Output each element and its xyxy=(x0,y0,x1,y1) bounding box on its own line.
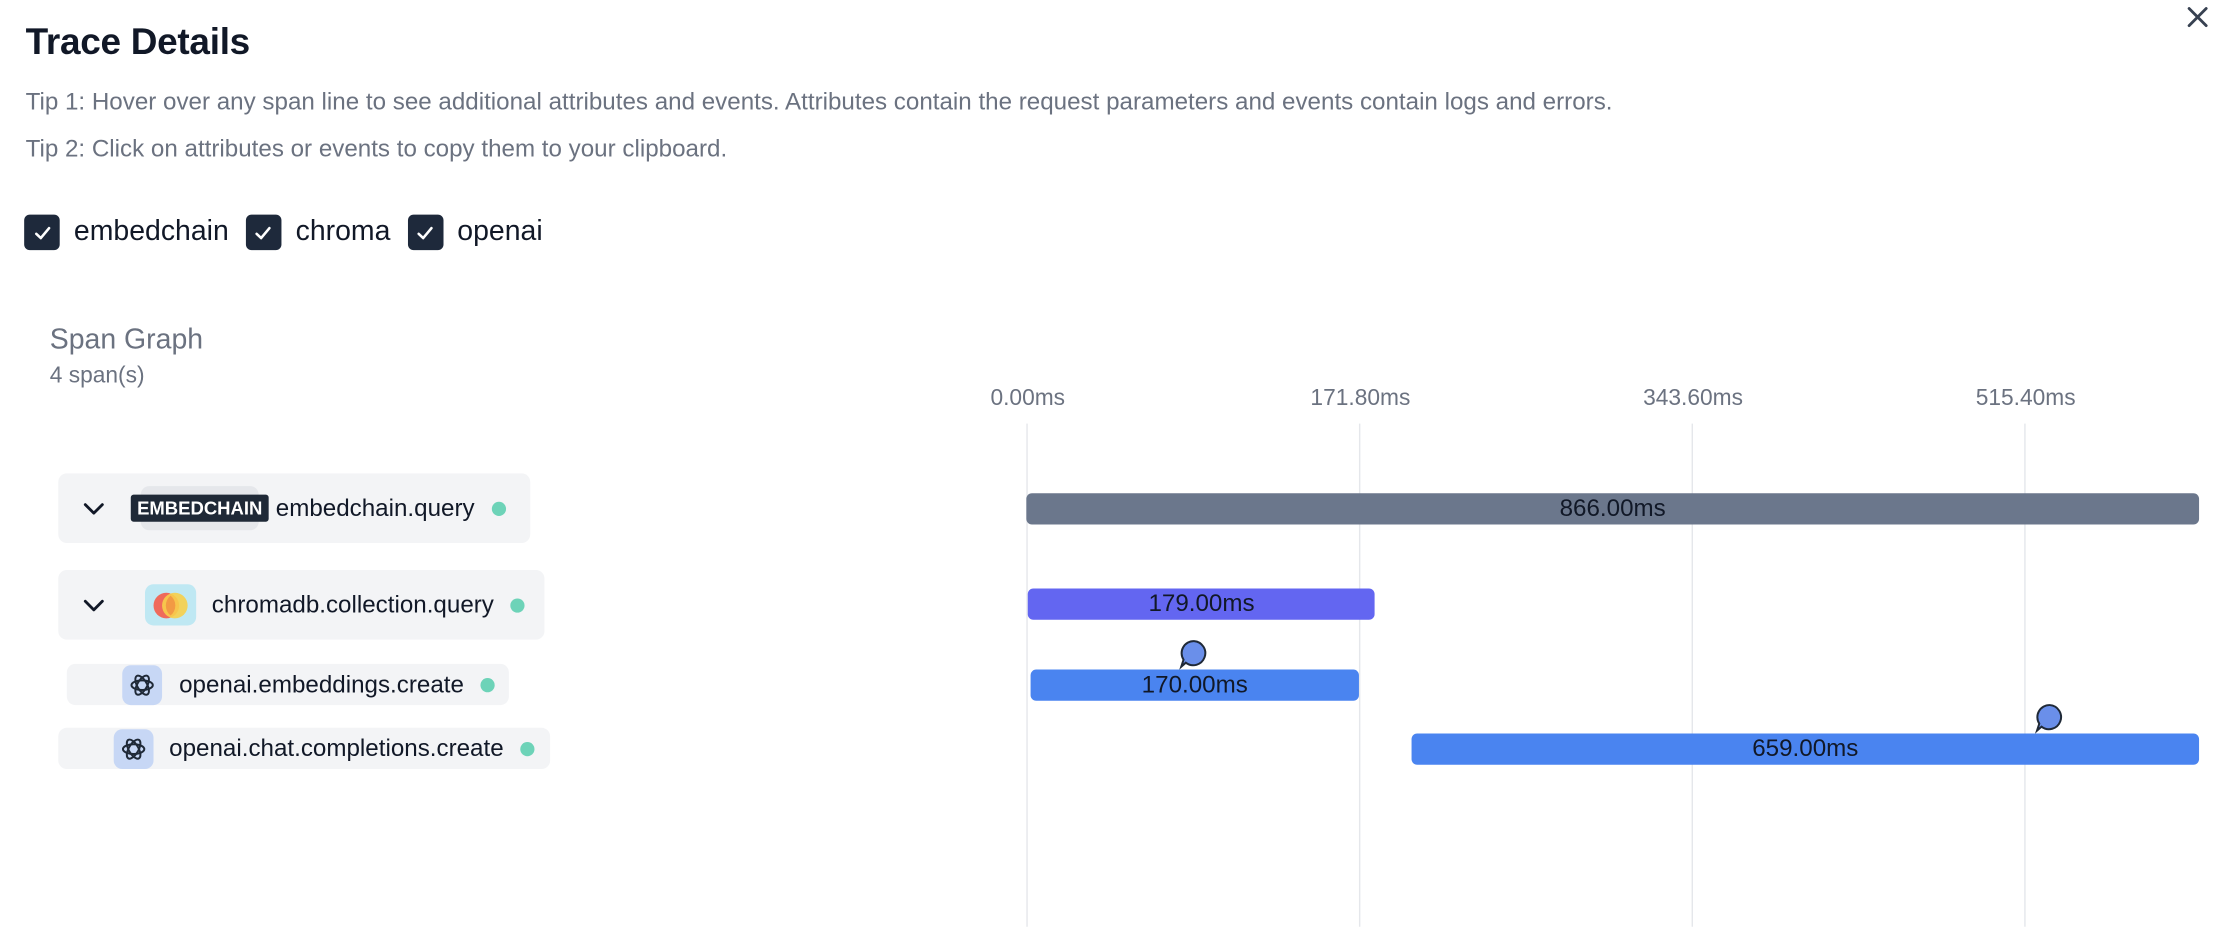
status-dot xyxy=(520,741,535,756)
span-row-openai-chat[interactable]: openai.chat.completions.create xyxy=(58,727,551,770)
span-bar-chromadb-query[interactable]: 179.00ms xyxy=(1028,588,1375,620)
gridline xyxy=(1358,423,1361,927)
axis-tick-label: 343.60ms xyxy=(1643,386,1743,411)
span-count: 4 span(s) xyxy=(49,363,145,389)
embedchain-logo-text: EMBEDCHAIN xyxy=(131,494,269,522)
vendor-filters: embedchain chroma openai xyxy=(24,213,560,251)
close-icon[interactable] xyxy=(2181,0,2215,34)
checkbox-checked-icon[interactable] xyxy=(24,214,60,251)
span-name: openai.embeddings.create xyxy=(179,670,464,698)
filter-openai[interactable]: openai xyxy=(407,214,543,251)
span-name: chromadb.collection.query xyxy=(211,590,494,618)
chevron-down-icon[interactable] xyxy=(80,494,108,522)
openai-logo-icon xyxy=(113,728,154,769)
checkbox-checked-icon[interactable] xyxy=(245,214,282,251)
filter-label: openai xyxy=(457,216,543,248)
span-row-openai-embeddings[interactable]: openai.embeddings.create xyxy=(66,663,509,706)
span-bar-openai-embeddings[interactable]: 170.00ms xyxy=(1030,669,1360,701)
tip-hover: Tip 1: Hover over any span line to see a… xyxy=(25,88,1613,116)
axis-tick-label: 171.80ms xyxy=(1310,386,1411,411)
axis-tick-label: 0.00ms xyxy=(990,386,1066,411)
gridline xyxy=(1691,423,1694,927)
span-graph-title: Span Graph xyxy=(49,324,204,356)
span-name: embedchain.query xyxy=(275,493,475,521)
filter-chroma[interactable]: chroma xyxy=(245,214,391,251)
event-bubble-icon[interactable] xyxy=(2034,702,2065,734)
openai-logo-icon xyxy=(122,664,163,705)
filter-label: embedchain xyxy=(73,216,229,248)
status-dot xyxy=(491,501,506,516)
embedchain-logo-icon: EMBEDCHAIN xyxy=(131,486,269,531)
filter-embedchain[interactable]: embedchain xyxy=(24,214,229,251)
span-row-embedchain-query[interactable]: EMBEDCHAIN embedchain.query xyxy=(58,473,531,544)
chroma-logo-icon xyxy=(144,584,197,626)
span-name: openai.chat.completions.create xyxy=(169,734,504,762)
status-dot xyxy=(510,597,526,612)
tip-copy: Tip 2: Click on attributes or events to … xyxy=(25,135,728,163)
filter-label: chroma xyxy=(295,216,391,248)
gridline xyxy=(1026,423,1028,927)
chevron-down-icon[interactable] xyxy=(80,591,108,619)
span-row-chromadb-query[interactable]: chromadb.collection.query xyxy=(58,570,545,640)
page-title: Trace Details xyxy=(25,19,251,63)
axis-tick-label: 515.40ms xyxy=(1975,386,2076,411)
status-dot xyxy=(481,677,496,692)
span-bar-embedchain-query[interactable]: 866.00ms xyxy=(1026,493,2200,525)
checkbox-checked-icon[interactable] xyxy=(407,214,444,251)
event-bubble-icon[interactable] xyxy=(1179,638,1210,670)
span-bar-openai-chat[interactable]: 659.00ms xyxy=(1411,733,2200,765)
gridline xyxy=(2024,423,2026,927)
